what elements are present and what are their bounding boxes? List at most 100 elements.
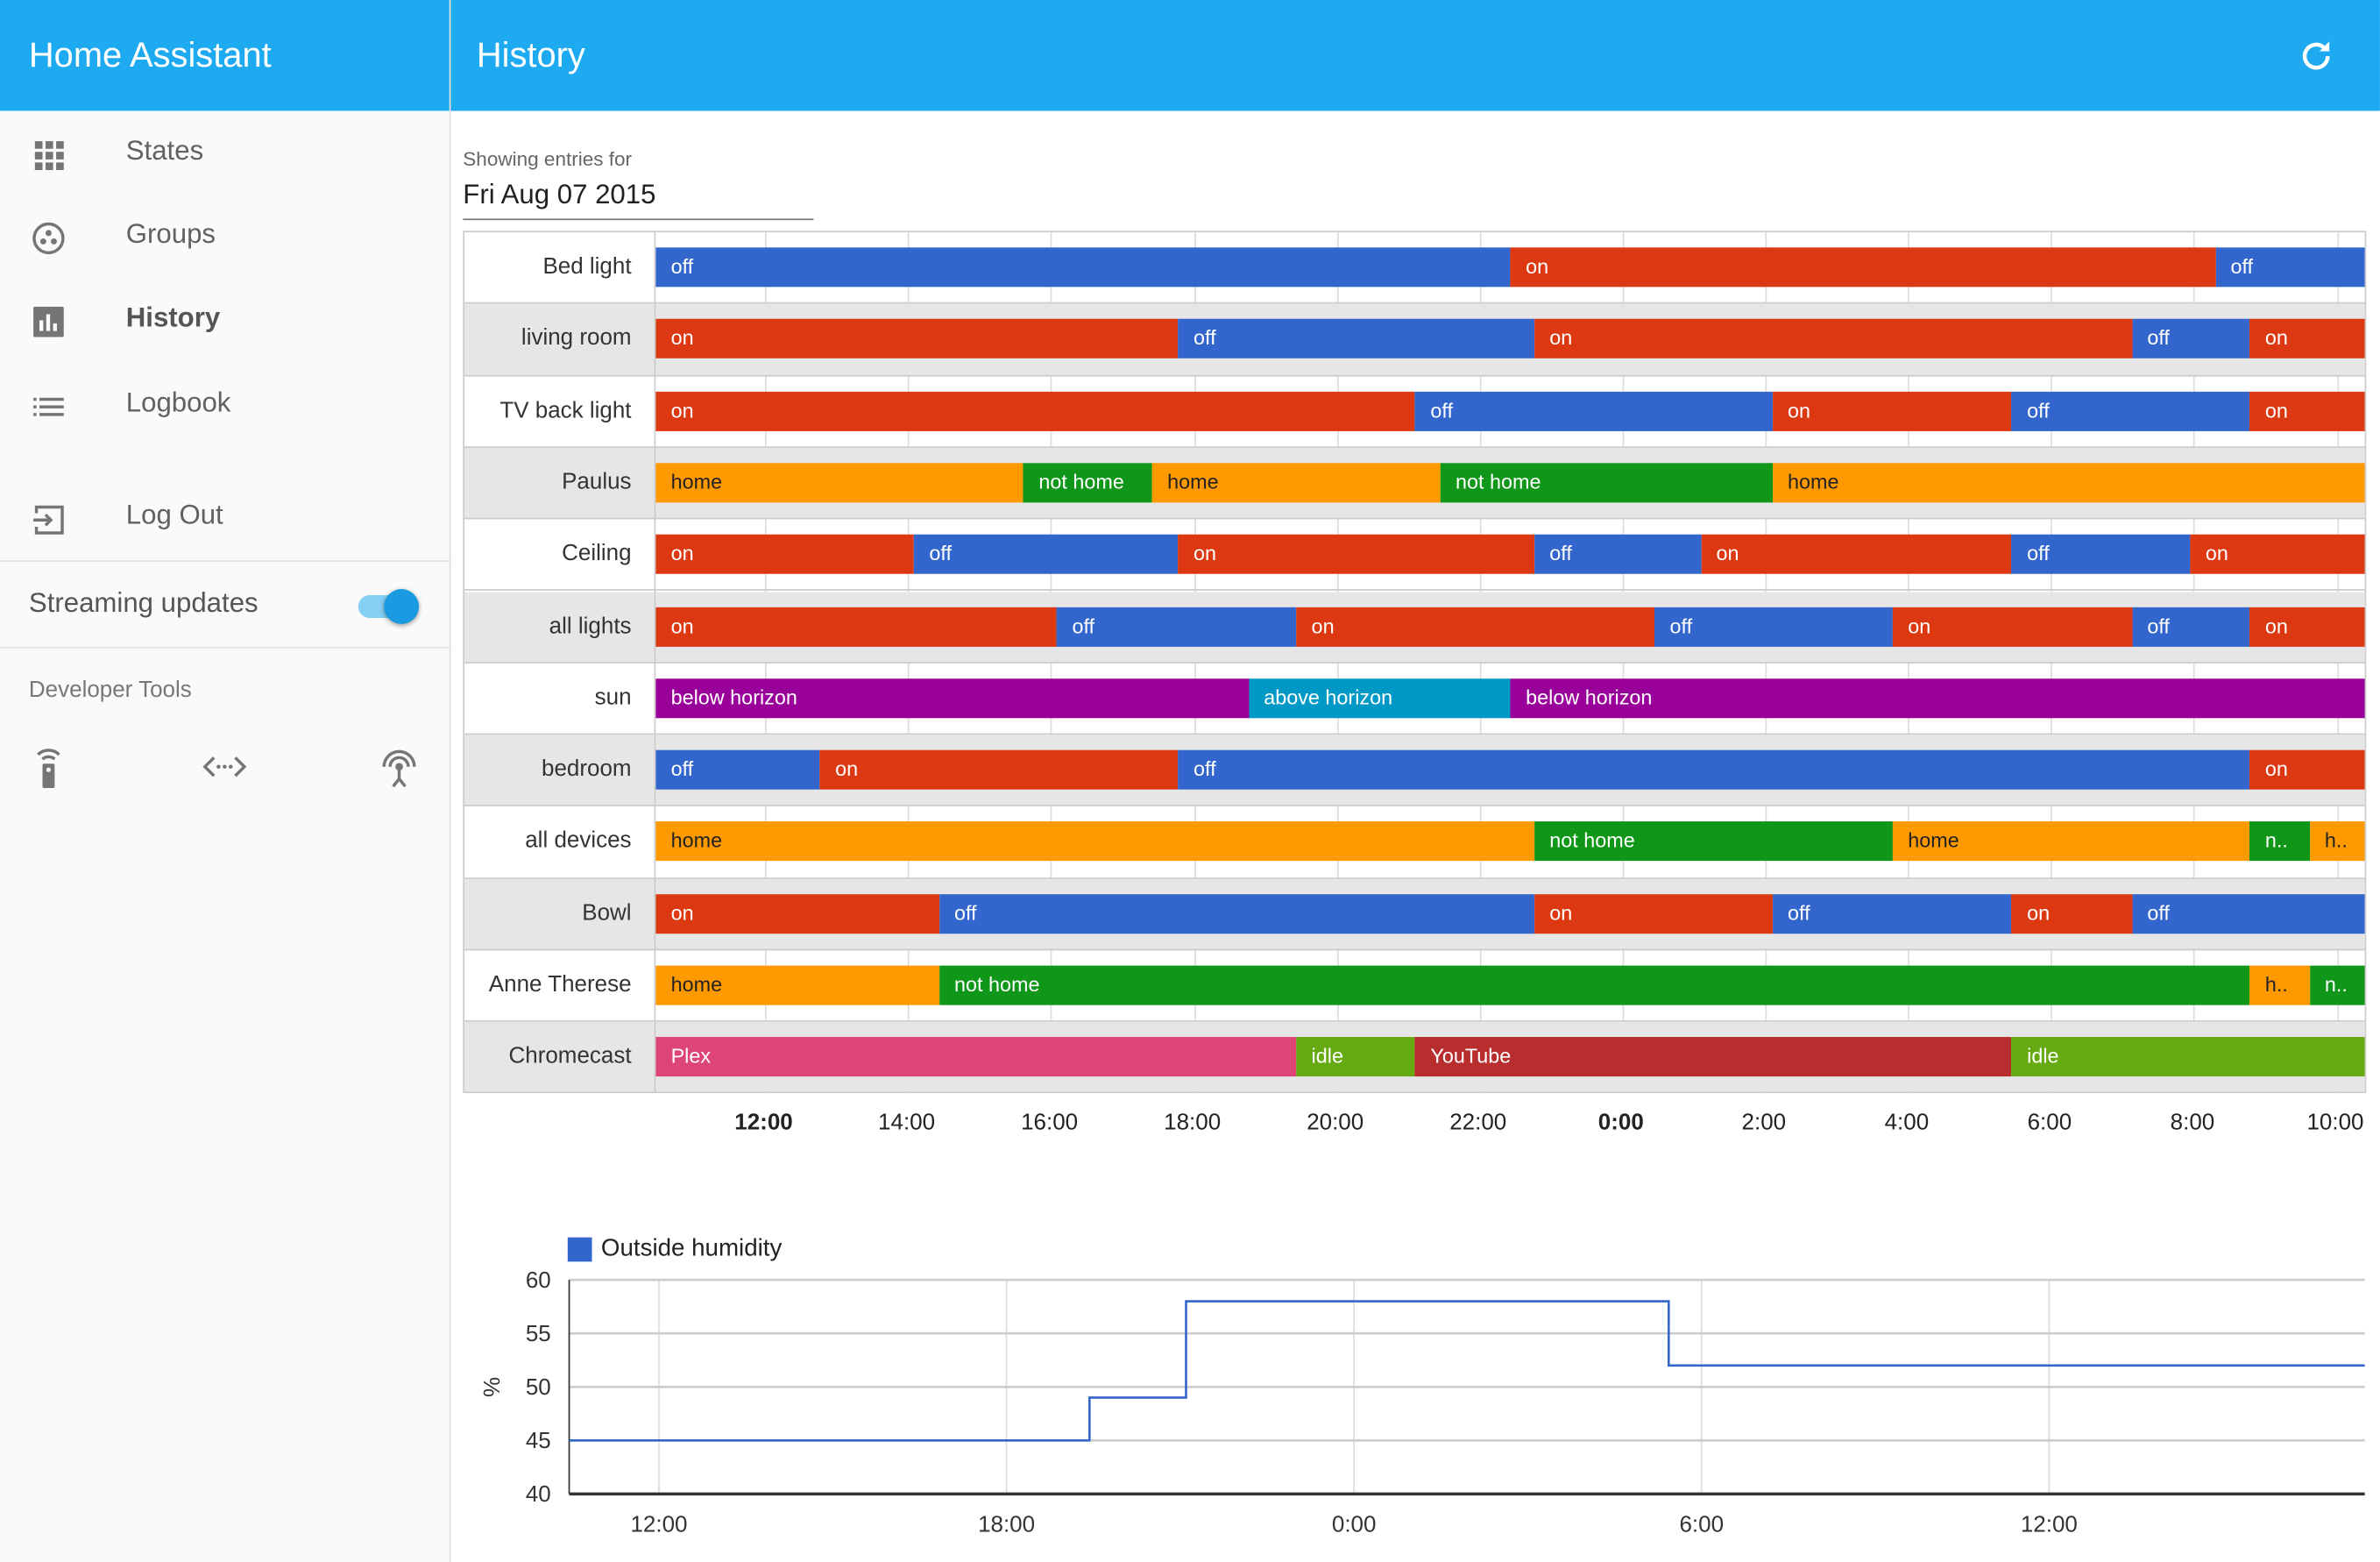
state-segment[interactable]: below horizon xyxy=(655,678,1249,718)
state-segment[interactable]: above horizon xyxy=(1248,678,1511,718)
state-segment[interactable]: h.. xyxy=(2249,965,2310,1005)
sidebar-item-log-out[interactable]: Log Out xyxy=(0,479,450,557)
state-segment[interactable]: h.. xyxy=(2309,821,2365,862)
code-brackets-icon[interactable] xyxy=(202,751,247,782)
google-circles-icon xyxy=(32,222,65,255)
axis-tick-label: 20:00 xyxy=(1307,1110,1364,1136)
x-tick-label: 12:00 xyxy=(2021,1511,2078,1537)
state-segment[interactable]: off xyxy=(939,893,1534,934)
state-segment[interactable]: home xyxy=(655,821,1534,862)
date-picker-input[interactable]: Fri Aug 07 2015 xyxy=(463,179,814,221)
entity-label: Bed light xyxy=(542,253,632,280)
state-segment[interactable]: home xyxy=(1772,463,2365,503)
axis-tick-label: 4:00 xyxy=(1884,1110,1930,1136)
state-segment[interactable]: on xyxy=(1510,247,2216,288)
state-segment[interactable]: on xyxy=(2249,749,2365,790)
state-segment[interactable]: idle xyxy=(2011,1037,2365,1077)
state-segment[interactable]: on xyxy=(655,893,939,934)
state-segment[interactable]: off xyxy=(1772,893,2012,934)
state-segment[interactable]: on xyxy=(1772,391,2012,431)
state-segment[interactable]: home xyxy=(655,463,1024,503)
state-segment[interactable]: off xyxy=(1534,535,1702,575)
entity-label: sun xyxy=(594,684,632,711)
state-segment[interactable]: on xyxy=(1534,893,1773,934)
state-segment[interactable]: on xyxy=(655,391,1416,431)
state-segment[interactable]: on xyxy=(1701,535,2012,575)
sidebar-item-states[interactable]: States xyxy=(0,114,450,193)
axis-tick-label: 0:00 xyxy=(1597,1110,1644,1136)
state-segment[interactable]: on xyxy=(2249,391,2365,431)
chart-bar-icon xyxy=(33,306,64,337)
state-segment[interactable]: on xyxy=(655,319,1179,359)
state-segment[interactable]: YouTube xyxy=(1415,1037,2012,1077)
timeline-row: all lights on off on off on off on xyxy=(464,591,2365,664)
remote-icon[interactable] xyxy=(31,744,67,790)
sidebar-item-groups[interactable]: Groups xyxy=(0,197,450,276)
state-segment[interactable]: off xyxy=(914,535,1179,575)
sidebar: Home Assistant States Groups History Log… xyxy=(0,0,451,1562)
state-segment[interactable]: on xyxy=(1178,535,1534,575)
state-segment[interactable]: on xyxy=(2249,319,2365,359)
broadcast-tower-icon[interactable] xyxy=(377,744,422,790)
state-segment[interactable]: off xyxy=(2011,535,2191,575)
state-segment[interactable]: on xyxy=(655,606,1058,647)
state-segment[interactable]: on xyxy=(1534,319,2133,359)
state-segment[interactable]: on xyxy=(655,535,915,575)
y-tick-label: 50 xyxy=(526,1374,551,1400)
state-segment[interactable]: off xyxy=(655,247,1511,288)
state-segment[interactable]: off xyxy=(1057,606,1297,647)
axis-tick-label: 2:00 xyxy=(1741,1110,1787,1136)
top-bar: History xyxy=(450,0,2380,111)
state-segment[interactable]: on xyxy=(2011,893,2133,934)
showing-entries-label: Showing entries for xyxy=(463,147,633,170)
state-segment[interactable]: off xyxy=(2215,247,2365,288)
axis-tick-label: 16:00 xyxy=(1021,1110,1079,1136)
state-segment[interactable]: on xyxy=(1892,606,2133,647)
state-segment[interactable]: off xyxy=(1178,749,2250,790)
timeline-row: Paulus home not home home not home home xyxy=(464,447,2365,520)
developer-tools-label: Developer Tools xyxy=(28,677,192,703)
state-segment[interactable]: home xyxy=(1151,463,1441,503)
state-segment[interactable]: idle xyxy=(1296,1037,1416,1077)
apps-grid-icon xyxy=(34,141,64,170)
state-segment[interactable]: home xyxy=(1892,821,2250,862)
state-segment[interactable]: off xyxy=(2011,391,2250,431)
state-segment[interactable]: off xyxy=(1654,606,1893,647)
state-segment[interactable]: not home xyxy=(1440,463,1773,503)
axis-tick-label: 6:00 xyxy=(2027,1110,2072,1136)
timeline-row: TV back light on off on off on xyxy=(464,376,2365,448)
state-segment[interactable]: below horizon xyxy=(1510,678,2365,718)
state-segment[interactable]: Plex xyxy=(655,1037,1297,1077)
legend-swatch xyxy=(567,1237,592,1262)
entity-label: Anne Therese xyxy=(488,971,632,998)
state-segment[interactable]: home xyxy=(655,965,939,1005)
state-segment[interactable]: on xyxy=(1296,606,1655,647)
sidebar-item-logbook[interactable]: Logbook xyxy=(0,366,450,444)
axis-tick-label: 8:00 xyxy=(2170,1110,2215,1136)
timeline-row: Chromecast Plex idle YouTube idle xyxy=(464,1022,2365,1092)
sidebar-item-label: Log Out xyxy=(125,499,223,530)
state-segment[interactable]: on xyxy=(2190,535,2365,575)
state-segment[interactable]: off xyxy=(2132,893,2365,934)
divider xyxy=(0,560,450,562)
y-tick-label: 60 xyxy=(526,1267,551,1293)
state-segment[interactable]: not home xyxy=(939,965,2250,1005)
sidebar-item-history[interactable]: History xyxy=(0,280,450,359)
state-segment[interactable]: off xyxy=(2132,319,2250,359)
state-segment[interactable]: off xyxy=(1178,319,1534,359)
streaming-updates-toggle[interactable] xyxy=(358,589,420,624)
divider xyxy=(654,232,656,1092)
x-tick-label: 0:00 xyxy=(1332,1511,1377,1537)
refresh-icon[interactable] xyxy=(2297,37,2336,76)
state-segment[interactable]: n.. xyxy=(2309,965,2365,1005)
state-segment[interactable]: off xyxy=(655,749,820,790)
state-segment[interactable]: on xyxy=(2249,606,2365,647)
state-segment[interactable]: off xyxy=(2132,606,2250,647)
state-segment[interactable]: not home xyxy=(1534,821,1893,862)
humidity-line xyxy=(569,1300,2365,1442)
state-segment[interactable]: off xyxy=(1415,391,1773,431)
state-segment[interactable]: n.. xyxy=(2249,821,2310,862)
state-segment[interactable]: not home xyxy=(1024,463,1152,503)
state-segment[interactable]: on xyxy=(819,749,1179,790)
app-title: Home Assistant xyxy=(0,0,450,111)
